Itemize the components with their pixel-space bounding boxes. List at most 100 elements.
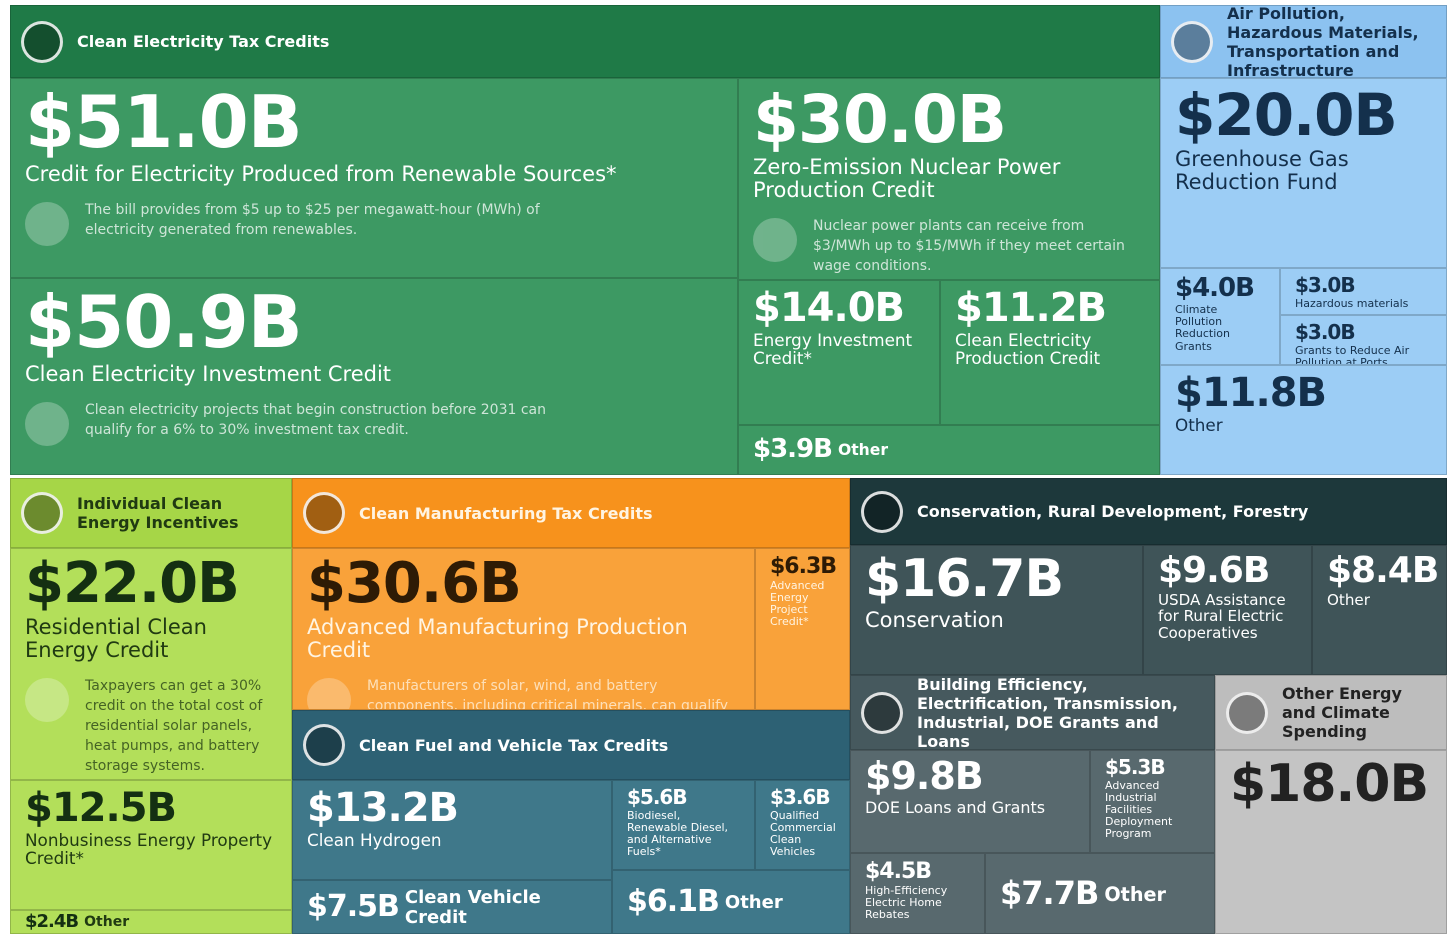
tile-value: $3.6B bbox=[770, 785, 831, 809]
tile-label: High-Efficiency Electric Home Rebates bbox=[865, 884, 948, 922]
tile-value: $14.0B bbox=[753, 285, 905, 331]
tile: $11.8B Other bbox=[1160, 365, 1447, 475]
tile-value: $7.5B bbox=[307, 889, 400, 925]
tile-label: Clean Hydrogen bbox=[307, 830, 442, 850]
tile-value: $3.9B bbox=[753, 434, 833, 465]
tile-value: $20.0B bbox=[1175, 81, 1398, 149]
tile-label: Residential Clean Energy Credit bbox=[25, 614, 207, 662]
tile-value: $4.5B bbox=[865, 859, 932, 884]
tile-label: Nonbusiness Energy Property Credit* bbox=[25, 830, 273, 869]
tile-value: $8.4B bbox=[1327, 550, 1439, 591]
tile-value: $13.2B bbox=[307, 785, 459, 831]
tile: $20.0B Greenhouse Gas Reduction Fund bbox=[1160, 78, 1447, 268]
group-icon bbox=[21, 20, 63, 63]
tile: $14.0B Energy Investment Credit* bbox=[738, 280, 940, 425]
tile-value: $30.0B bbox=[753, 81, 1007, 158]
tile: $51.0B Credit for Electricity Produced fr… bbox=[10, 78, 738, 278]
tile-label: Greenhouse Gas Reduction Fund bbox=[1175, 146, 1349, 194]
tile-value: $11.8B bbox=[1175, 370, 1327, 416]
tile-value: $11.2B bbox=[955, 285, 1107, 331]
tile-value: $51.0B bbox=[25, 80, 303, 164]
tile: $6.3B Advanced Energy Project Credit* bbox=[755, 548, 850, 710]
tile-description: Taxpayers can get a 30% credit on the to… bbox=[25, 676, 277, 776]
tile: $4.5B High-Efficiency Electric Home Rebat… bbox=[850, 853, 985, 934]
tile: $13.2B Clean Hydrogen bbox=[292, 780, 612, 880]
tile-label: Grants to Reduce Air Pollution at Ports bbox=[1295, 344, 1410, 365]
tile-value: $4.0B bbox=[1175, 273, 1255, 303]
group-title: Conservation, Rural Development, Forestr… bbox=[917, 502, 1309, 521]
group-header: Clean Fuel and Vehicle Tax Credits bbox=[292, 710, 850, 780]
group-title: Clean Electricity Tax Credits bbox=[77, 32, 330, 51]
tile-label: Other bbox=[837, 441, 889, 460]
tile: $12.5B Nonbusiness Energy Property Credit… bbox=[10, 780, 292, 910]
group-icon bbox=[861, 490, 903, 533]
tile: $9.8B DOE Loans and Grants bbox=[850, 750, 1090, 853]
group-icon bbox=[303, 492, 345, 534]
group-header: Air Pollution, Hazardous Materials, Tran… bbox=[1160, 5, 1447, 78]
tile: $7.5B Clean Vehicle Credit bbox=[292, 880, 612, 934]
tile-label: Other bbox=[1175, 415, 1223, 435]
tile: $3.0B Hazardous materials bbox=[1280, 268, 1447, 315]
tile: $6.1B Other bbox=[612, 870, 850, 934]
tile-value: $2.4B bbox=[25, 910, 79, 932]
tile-label: DOE Loans and Grants bbox=[865, 797, 1046, 817]
tile: $3.6B Qualified Commercial Clean Vehicles bbox=[755, 780, 850, 870]
tile: $8.4B Other bbox=[1312, 545, 1447, 675]
tile-label: Qualified Commercial Clean Vehicles bbox=[770, 809, 836, 859]
tile-description: Clean electricity projects that begin co… bbox=[25, 400, 565, 446]
tile-description: Nuclear power plants can receive from $3… bbox=[753, 216, 1145, 276]
group-icon bbox=[21, 492, 63, 534]
tile: $5.6B Biodiesel, Renewable Diesel, and Al… bbox=[612, 780, 755, 870]
tile-value: $3.0B bbox=[1295, 320, 1356, 344]
tile: $5.3B Advanced Industrial Facilities Depl… bbox=[1090, 750, 1215, 853]
tile-label: Clean Vehicle Credit bbox=[404, 887, 541, 928]
tile-value: $7.7B bbox=[1000, 873, 1099, 912]
tile-label: Biodiesel, Renewable Diesel, and Alterna… bbox=[627, 809, 729, 859]
group-icon bbox=[1226, 691, 1268, 734]
tile: $16.7B Conservation bbox=[850, 545, 1143, 675]
tile-label: Other bbox=[84, 914, 130, 931]
tile-label: Conservation bbox=[865, 607, 1004, 632]
group-title: Individual Clean Energy Incentives bbox=[77, 494, 239, 532]
tile-value: $12.5B bbox=[25, 785, 177, 831]
tile-value: $50.9B bbox=[25, 280, 303, 364]
tile-value: $22.0B bbox=[25, 551, 240, 616]
group-icon bbox=[861, 691, 903, 734]
tile: $3.9B Other bbox=[738, 425, 1160, 475]
tile-value: $5.3B bbox=[1105, 755, 1166, 779]
group-title: Building Efficiency, Electrification, Tr… bbox=[917, 675, 1178, 750]
tile: $18.0B bbox=[1215, 750, 1447, 934]
tile: $50.9B Clean Electricity Investment Credi… bbox=[10, 278, 738, 475]
tile-label: Advanced Industrial Facilities Deploymen… bbox=[1105, 779, 1173, 841]
tile-label: Clean Electricity Investment Credit bbox=[25, 361, 392, 386]
group-icon bbox=[303, 724, 345, 766]
group-title: Clean Manufacturing Tax Credits bbox=[359, 503, 653, 523]
tile-value: $30.6B bbox=[307, 551, 522, 616]
group-title: Clean Fuel and Vehicle Tax Credits bbox=[359, 735, 669, 755]
tile-value: $6.3B bbox=[770, 554, 837, 579]
tile-value: $9.6B bbox=[1158, 550, 1270, 591]
tile-label: USDA Assistance for Rural Electric Coope… bbox=[1158, 590, 1286, 643]
tile-label: Hazardous materials bbox=[1295, 297, 1409, 310]
tile-label: Advanced Energy Project Credit* bbox=[770, 579, 825, 629]
tile-value: $3.0B bbox=[1295, 273, 1356, 297]
tile: $22.0B Residential Clean Energy Credit Tax… bbox=[10, 548, 292, 780]
tile: $7.7B Other bbox=[985, 853, 1215, 934]
group-header: Clean Manufacturing Tax Credits bbox=[292, 478, 850, 548]
group-title: Air Pollution, Hazardous Materials, Tran… bbox=[1227, 5, 1419, 78]
tile: $11.2B Clean Electricity Production Credi… bbox=[940, 280, 1160, 425]
tile-value: $6.1B bbox=[627, 884, 720, 920]
tile-value: $18.0B bbox=[1230, 754, 1429, 814]
tile-label: Other bbox=[1104, 882, 1166, 906]
tile-value: $5.6B bbox=[627, 785, 688, 809]
tile-description: The bill provides from $5 up to $25 per … bbox=[25, 200, 565, 246]
tile: $2.4B Other bbox=[10, 910, 292, 934]
tile-value: $16.7B bbox=[865, 549, 1064, 609]
group-header: Clean Electricity Tax Credits bbox=[10, 5, 1160, 78]
tile-label: Climate Pollution Reduction Grants bbox=[1175, 303, 1230, 353]
tile-value: $9.8B bbox=[865, 754, 984, 798]
group-title: Other Energy and Climate Spending bbox=[1282, 684, 1402, 741]
tile-label: Zero-Emission Nuclear Power Production C… bbox=[753, 155, 1061, 203]
tile: $30.0B Zero-Emission Nuclear Power Produc… bbox=[738, 78, 1160, 280]
